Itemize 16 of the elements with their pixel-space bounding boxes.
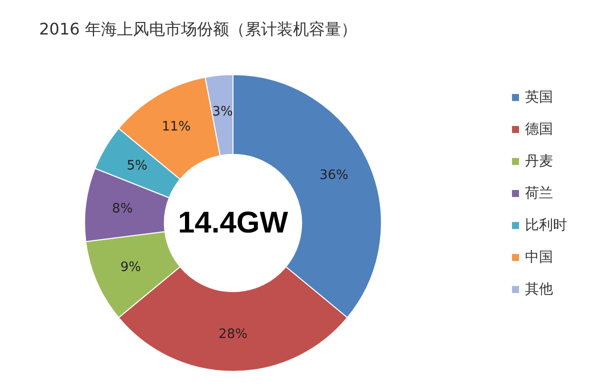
legend-label: 德国 [525,122,553,138]
data-label: 8% [112,202,133,217]
data-label: 28% [218,327,248,342]
data-label: 36% [319,168,348,184]
legend-label: 其他 [525,282,553,298]
data-label: 11% [162,120,191,135]
legend-label: 比利时 [525,218,567,234]
text: 14.4GW [178,206,289,240]
legend-label: 荷兰 [525,186,553,202]
legend-label: 中国 [525,250,553,266]
legend-label: 丹麦 [525,154,553,170]
chart-title: 2016 年海上风电市场份额（累计装机容量） [39,20,357,38]
legend-label: 英国 [525,90,553,106]
data-label: 3% [212,104,233,120]
data-label: 5% [126,158,148,174]
data-label: 9% [120,260,141,275]
